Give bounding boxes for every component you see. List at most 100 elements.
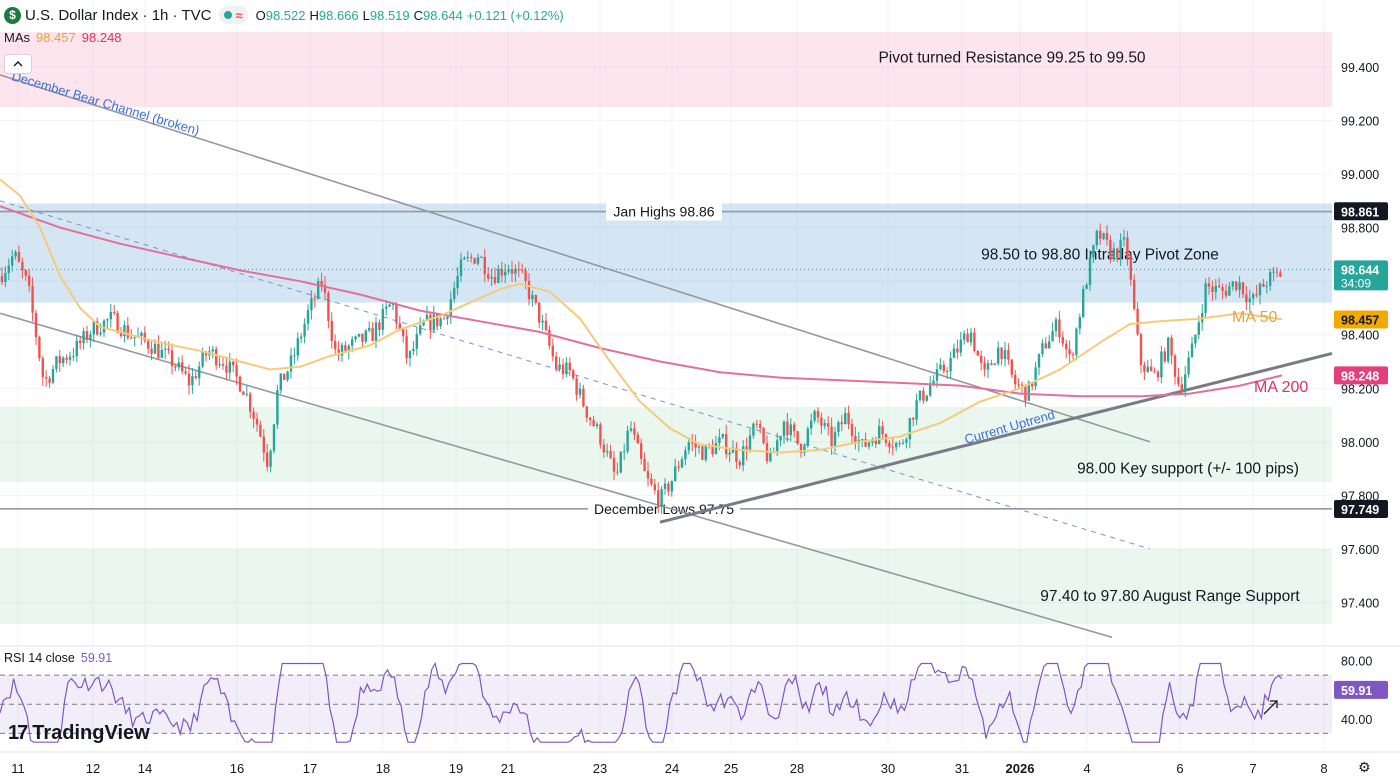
candle-body bbox=[718, 437, 721, 444]
candle-body bbox=[680, 459, 684, 468]
candle-body bbox=[1027, 382, 1030, 401]
candle-body bbox=[918, 390, 922, 401]
candle-body bbox=[595, 424, 599, 427]
candle-body bbox=[786, 421, 789, 436]
candle-body bbox=[21, 261, 24, 271]
collapse-legend-button[interactable] bbox=[4, 54, 32, 74]
candle-body bbox=[1129, 258, 1132, 280]
candle-body bbox=[490, 277, 493, 279]
candle-body bbox=[395, 304, 398, 324]
candle-body bbox=[929, 385, 932, 396]
candle-body bbox=[1262, 283, 1265, 287]
candle-body bbox=[429, 314, 432, 331]
candle-body bbox=[296, 338, 299, 356]
candle-body bbox=[361, 333, 364, 342]
market-status-pill[interactable]: ≈ bbox=[219, 6, 248, 24]
candle-body bbox=[844, 412, 847, 425]
candle-body bbox=[1139, 334, 1143, 366]
candle-body bbox=[201, 352, 204, 367]
price-tag bbox=[1334, 500, 1388, 519]
price-tag bbox=[1334, 310, 1388, 329]
candle-body bbox=[262, 436, 265, 453]
candle-body bbox=[1177, 376, 1180, 385]
candle-body bbox=[935, 369, 939, 381]
ma50-label: MA 50 bbox=[1232, 309, 1277, 326]
rsi-tick-label: 80.00 bbox=[1341, 655, 1372, 669]
zone-green bbox=[0, 548, 1332, 624]
candle-body bbox=[527, 280, 531, 300]
candle-body bbox=[538, 302, 541, 323]
ma50-value: 98.457 bbox=[36, 30, 76, 45]
candle-body bbox=[847, 412, 850, 425]
candle-body bbox=[850, 424, 854, 436]
time-tick-label: 25 bbox=[724, 761, 738, 776]
candle-body bbox=[323, 285, 327, 293]
candle-body bbox=[1051, 331, 1054, 342]
tradingview-logo[interactable]: 17 TradingView bbox=[8, 722, 150, 745]
candle-body bbox=[1078, 317, 1081, 329]
candle-body bbox=[1000, 347, 1003, 359]
candle-body bbox=[51, 368, 55, 383]
time-tick-label: 16 bbox=[230, 761, 244, 776]
candle-body bbox=[436, 314, 439, 327]
ohlc-key: L bbox=[362, 7, 370, 23]
candle-body bbox=[572, 370, 575, 379]
candle-body bbox=[612, 457, 616, 472]
candle-body bbox=[17, 252, 21, 262]
symbol-title[interactable]: U.S. Dollar Index · 1h · TVC bbox=[25, 6, 212, 24]
ma200-value: 98.248 bbox=[81, 30, 122, 45]
candle-body bbox=[483, 256, 486, 275]
rsi-tag-label: 59.91 bbox=[1341, 684, 1372, 698]
candle-body bbox=[371, 327, 374, 341]
candle-body bbox=[748, 435, 752, 452]
candle-body bbox=[68, 356, 72, 360]
candle-body bbox=[816, 411, 820, 418]
candle-body bbox=[986, 363, 990, 370]
candle-body bbox=[867, 442, 871, 447]
candle-body bbox=[242, 391, 245, 395]
ma-legend[interactable]: MAs 98.457 98.248 bbox=[4, 30, 122, 45]
candle-body bbox=[1207, 283, 1211, 287]
candle-body bbox=[347, 345, 350, 352]
candle-body bbox=[833, 432, 837, 447]
candle-body bbox=[327, 292, 330, 321]
candle-body bbox=[507, 269, 510, 272]
candle-body bbox=[769, 452, 772, 462]
candle-body bbox=[667, 483, 670, 492]
channel-upper-line bbox=[0, 74, 1151, 443]
candle-body bbox=[592, 420, 595, 427]
candle-body bbox=[449, 299, 452, 318]
candle-body bbox=[31, 285, 34, 313]
candle-body bbox=[803, 445, 806, 453]
candle-body bbox=[79, 340, 82, 344]
zone-pink bbox=[0, 32, 1332, 108]
gear-icon[interactable]: ⚙ bbox=[1358, 759, 1371, 775]
candle-body bbox=[1269, 272, 1272, 286]
candle-body bbox=[779, 436, 782, 441]
candle-body bbox=[4, 272, 7, 283]
delayed-data-icon: ≈ bbox=[235, 7, 243, 23]
candle-body bbox=[85, 331, 89, 340]
candle-body bbox=[755, 423, 758, 425]
candle-body bbox=[310, 298, 313, 311]
candle-body bbox=[762, 427, 765, 444]
candle-body bbox=[439, 318, 442, 327]
candle-body bbox=[385, 306, 388, 309]
candle-body bbox=[558, 364, 561, 370]
ma-legend-label: MAs bbox=[4, 30, 30, 45]
rsi-legend[interactable]: RSI 14 close 59.91 bbox=[4, 651, 112, 665]
candle-body bbox=[925, 395, 928, 401]
candle-body bbox=[663, 483, 667, 489]
time-axis[interactable]: 11 12 14 16 17 18 19 21 23 24 25 28 30 31 2026 4 6 7 8 bbox=[0, 751, 1400, 776]
market-open-dot-icon bbox=[224, 11, 233, 19]
candle-body bbox=[711, 446, 714, 455]
candle-body bbox=[28, 275, 31, 286]
rsi-pane[interactable]: 40.00 80.00 59.91 bbox=[0, 645, 1400, 744]
candle-body bbox=[731, 447, 735, 453]
time-tick-label: 8 bbox=[1320, 761, 1327, 776]
candle-body bbox=[915, 400, 918, 420]
candle-body bbox=[725, 434, 728, 455]
chart-header: $ U.S. Dollar Index · 1h · TVC ≈ O98.522… bbox=[4, 5, 568, 25]
candle-body bbox=[303, 323, 306, 337]
